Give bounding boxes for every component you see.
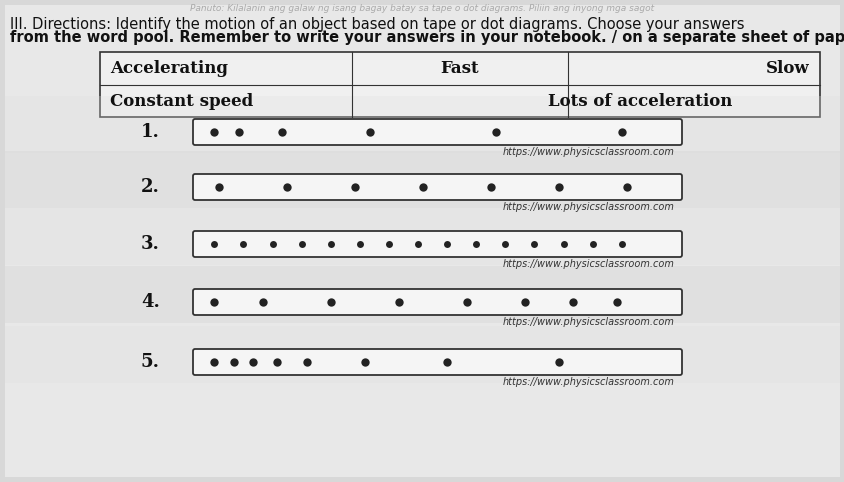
Text: III. Directions: Identify the motion of an object based on tape or dot diagrams.: III. Directions: Identify the motion of …: [10, 17, 744, 32]
FancyBboxPatch shape: [192, 349, 681, 375]
Text: Lots of acceleration: Lots of acceleration: [547, 93, 731, 109]
Text: Slow: Slow: [766, 60, 809, 77]
FancyBboxPatch shape: [192, 231, 681, 257]
FancyBboxPatch shape: [5, 151, 839, 208]
Text: 4.: 4.: [141, 293, 160, 311]
FancyBboxPatch shape: [100, 52, 819, 117]
Text: 2.: 2.: [141, 178, 160, 196]
Text: Accelerating: Accelerating: [110, 60, 228, 77]
Text: 1.: 1.: [141, 123, 160, 141]
Text: https://www.physicsclassroom.com: https://www.physicsclassroom.com: [502, 259, 674, 269]
Text: from the word pool. Remember to write your answers in your notebook. / on a sepa: from the word pool. Remember to write yo…: [10, 30, 844, 45]
FancyBboxPatch shape: [192, 174, 681, 200]
Text: 3.: 3.: [141, 235, 160, 253]
FancyBboxPatch shape: [5, 96, 839, 153]
Text: https://www.physicsclassroom.com: https://www.physicsclassroom.com: [502, 147, 674, 157]
Text: https://www.physicsclassroom.com: https://www.physicsclassroom.com: [502, 317, 674, 327]
FancyBboxPatch shape: [5, 266, 839, 323]
FancyBboxPatch shape: [5, 5, 839, 477]
Text: https://www.physicsclassroom.com: https://www.physicsclassroom.com: [502, 377, 674, 387]
FancyBboxPatch shape: [5, 208, 839, 265]
Text: Panuto: Kilalanin ang galaw ng isang bagay batay sa tape o dot diagrams. Piliin : Panuto: Kilalanin ang galaw ng isang bag…: [190, 4, 653, 13]
FancyBboxPatch shape: [192, 289, 681, 315]
Text: 5.: 5.: [141, 353, 160, 371]
FancyBboxPatch shape: [5, 326, 839, 383]
Text: Constant speed: Constant speed: [110, 93, 253, 109]
Text: https://www.physicsclassroom.com: https://www.physicsclassroom.com: [502, 202, 674, 212]
Text: Fast: Fast: [441, 60, 479, 77]
FancyBboxPatch shape: [192, 119, 681, 145]
